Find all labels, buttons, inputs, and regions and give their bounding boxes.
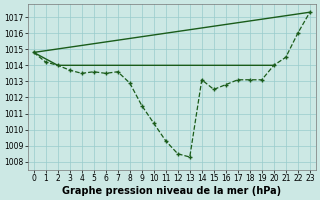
X-axis label: Graphe pression niveau de la mer (hPa): Graphe pression niveau de la mer (hPa) — [62, 186, 281, 196]
